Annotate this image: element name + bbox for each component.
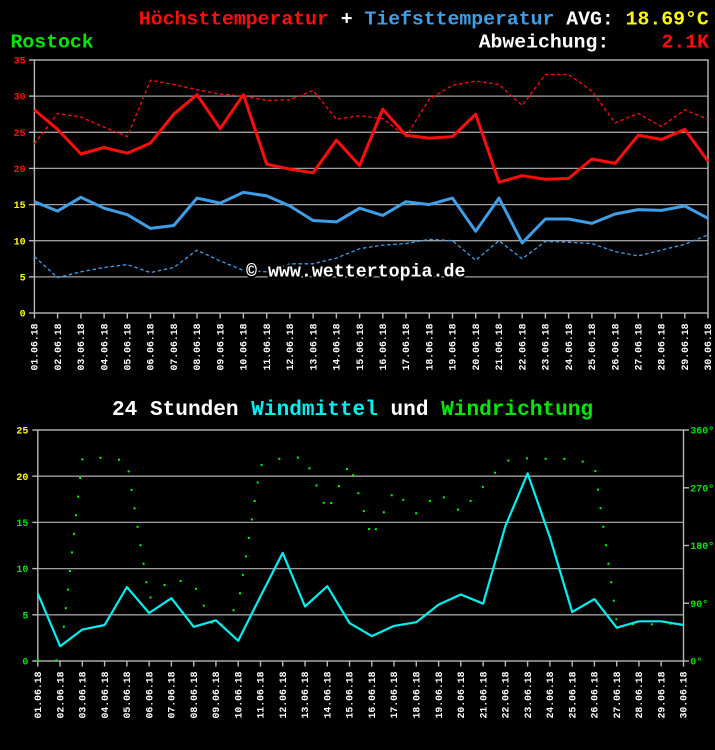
svg-text:19.06.18: 19.06.18	[434, 671, 445, 718]
svg-text:20: 20	[14, 165, 26, 176]
svg-text:01.06.18: 01.06.18	[30, 323, 41, 370]
svg-text:09.06.18: 09.06.18	[215, 323, 226, 370]
svg-text:05.06.18: 05.06.18	[123, 323, 134, 370]
svg-text:270°: 270°	[690, 483, 714, 495]
svg-text:Abweichung:: Abweichung:	[479, 32, 610, 54]
svg-text:10: 10	[16, 565, 28, 576]
svg-text:360°: 360°	[690, 426, 714, 438]
svg-text:28.06.18: 28.06.18	[657, 323, 668, 370]
svg-text:12.06.18: 12.06.18	[278, 671, 289, 718]
svg-text:26.06.18: 26.06.18	[590, 671, 601, 718]
svg-text:5: 5	[20, 274, 26, 285]
svg-text:19.06.18: 19.06.18	[448, 323, 459, 370]
svg-text:0: 0	[22, 658, 28, 669]
svg-text:22.06.18: 22.06.18	[501, 671, 512, 718]
svg-text:15.06.18: 15.06.18	[355, 323, 366, 370]
svg-text:13.06.18: 13.06.18	[300, 671, 311, 718]
svg-text:06.06.18: 06.06.18	[144, 671, 155, 718]
svg-text:07.06.18: 07.06.18	[169, 323, 180, 370]
svg-text:03.06.18: 03.06.18	[78, 671, 89, 718]
svg-text:2.1K: 2.1K	[662, 32, 710, 54]
svg-text:30.06.18: 30.06.18	[703, 323, 714, 370]
svg-text:21.06.18: 21.06.18	[494, 323, 505, 370]
svg-text:25: 25	[14, 129, 26, 140]
svg-text:11.06.18: 11.06.18	[262, 323, 273, 370]
svg-text:15: 15	[16, 519, 28, 530]
svg-text:27.06.18: 27.06.18	[634, 323, 645, 370]
svg-text:30: 30	[14, 93, 26, 104]
svg-text:29.06.18: 29.06.18	[680, 323, 691, 370]
svg-text:05.06.18: 05.06.18	[122, 671, 133, 718]
svg-text:28.06.18: 28.06.18	[634, 671, 645, 718]
svg-text:35: 35	[14, 57, 26, 68]
svg-text:21.06.18: 21.06.18	[478, 671, 489, 718]
svg-text:11.06.18: 11.06.18	[256, 671, 267, 718]
svg-text:14.06.18: 14.06.18	[332, 323, 343, 370]
svg-text:24.06.18: 24.06.18	[545, 671, 556, 718]
svg-text:01.06.18: 01.06.18	[33, 671, 44, 718]
svg-text:© www.wettertopia.de: © www.wettertopia.de	[246, 263, 465, 283]
svg-text:10.06.18: 10.06.18	[239, 323, 250, 370]
svg-text:23.06.18: 23.06.18	[541, 323, 552, 370]
svg-text:16.06.18: 16.06.18	[367, 671, 378, 718]
svg-text:06.06.18: 06.06.18	[146, 323, 157, 370]
svg-text:13.06.18: 13.06.18	[308, 323, 319, 370]
svg-text:04.06.18: 04.06.18	[100, 671, 111, 718]
svg-text:25: 25	[16, 427, 28, 438]
svg-text:30.06.18: 30.06.18	[679, 671, 690, 718]
svg-text:04.06.18: 04.06.18	[99, 323, 110, 370]
svg-text:5: 5	[22, 611, 28, 622]
svg-text:17.06.18: 17.06.18	[401, 323, 412, 370]
svg-text:15.06.18: 15.06.18	[345, 671, 356, 718]
svg-text:25.06.18: 25.06.18	[567, 671, 578, 718]
svg-text:23.06.18: 23.06.18	[523, 671, 534, 718]
svg-text:26.06.18: 26.06.18	[610, 323, 621, 370]
svg-text:08.06.18: 08.06.18	[189, 671, 200, 718]
svg-text:24.06.18: 24.06.18	[564, 323, 575, 370]
svg-text:24 Stunden Windmittel und Wind: 24 Stunden Windmittel und Windrichtung	[112, 398, 593, 422]
svg-text:10.06.18: 10.06.18	[233, 671, 244, 718]
svg-text:08.06.18: 08.06.18	[192, 323, 203, 370]
svg-text:09.06.18: 09.06.18	[211, 671, 222, 718]
svg-text:25.06.18: 25.06.18	[587, 323, 598, 370]
svg-text:20.06.18: 20.06.18	[471, 323, 482, 370]
svg-text:90°: 90°	[690, 599, 708, 611]
svg-text:0: 0	[20, 310, 26, 321]
svg-text:0°: 0°	[690, 657, 702, 669]
svg-text:22.06.18: 22.06.18	[517, 323, 528, 370]
svg-text:16.06.18: 16.06.18	[378, 323, 389, 370]
svg-text:29.06.18: 29.06.18	[656, 671, 667, 718]
svg-text:Rostock: Rostock	[11, 32, 94, 54]
svg-text:07.06.18: 07.06.18	[167, 671, 178, 718]
svg-text:02.06.18: 02.06.18	[53, 323, 64, 370]
svg-text:20.06.18: 20.06.18	[456, 671, 467, 718]
svg-text:180°: 180°	[690, 541, 714, 553]
svg-text:03.06.18: 03.06.18	[76, 323, 87, 370]
svg-text:14.06.18: 14.06.18	[323, 671, 334, 718]
svg-text:18.06.18: 18.06.18	[412, 671, 423, 718]
svg-text:27.06.18: 27.06.18	[612, 671, 623, 718]
svg-text:18.06.18: 18.06.18	[425, 323, 436, 370]
svg-text:02.06.18: 02.06.18	[55, 671, 66, 718]
svg-text:20: 20	[16, 473, 28, 484]
svg-text:15: 15	[14, 201, 26, 212]
svg-text:17.06.18: 17.06.18	[389, 671, 400, 718]
svg-text:Höchsttemperatur + Tiefsttempe: Höchsttemperatur + Tiefsttemperatur AVG:…	[139, 9, 709, 31]
svg-text:12.06.18: 12.06.18	[285, 323, 296, 370]
svg-text:10: 10	[14, 237, 26, 248]
